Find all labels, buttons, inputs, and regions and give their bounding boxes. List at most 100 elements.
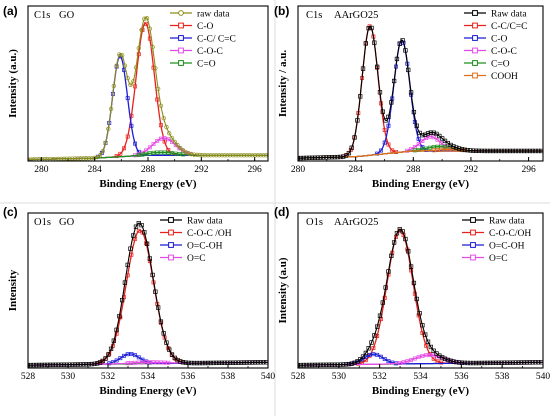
legend-label: Raw data [187,216,223,226]
legend-swatch-marker [472,10,478,16]
raw-data-point [465,148,470,153]
raw-data-point [142,16,147,21]
raw-data-point [250,153,255,158]
raw-data-point [406,249,411,254]
data-point [382,128,387,132]
legend-swatch-marker [470,229,476,236]
raw-data-point [81,156,86,161]
raw-data-point [479,148,484,154]
legend-label: COOH [491,72,518,82]
raw-data-point [507,360,513,365]
data-point [412,356,417,361]
raw-data-point [507,148,513,154]
raw-data-point [236,360,241,365]
raw-data-point [72,156,78,161]
raw-data-point [360,66,366,71]
raw-data-point [219,153,224,158]
raw-data-point [186,151,191,156]
raw-data-point [386,114,391,120]
legend-swatch-marker [178,22,184,29]
raw-data-point [175,143,180,148]
raw-data-point [189,151,194,157]
raw-data-point [100,358,105,364]
legend-label: O=C-OH [489,241,525,251]
legend: Raw data C-O-C/OH O=C-OH O=C [462,216,531,264]
legend-swatch-marker [168,242,174,248]
chart-panel-a: (a) C1s GO 280 284 288 292 296 Binding Energy (e… [3,4,269,190]
data-point [158,123,163,128]
raw-data-point [156,86,161,92]
data-point [151,360,156,365]
raw-data-point [114,63,119,68]
raw-data-point [169,352,175,357]
raw-data-point [247,360,252,365]
raw-data-point [34,362,39,368]
x-tick-label: 536 [454,372,469,382]
raw-data-point [423,132,428,137]
raw-data-point [255,153,260,158]
raw-data-point [255,360,260,365]
raw-data-point [442,356,448,361]
x-tick-label: 538 [495,372,510,382]
raw-data-point [108,106,114,112]
raw-data-point [178,359,183,364]
raw-data-point [431,130,436,135]
raw-data-point [161,116,166,121]
raw-data-point [307,362,312,368]
x-tick-label: 288 [406,165,421,175]
data-point [118,356,123,361]
panel-header-core-level: C1s [306,10,322,21]
data-point [144,151,149,156]
raw-data-point [197,152,202,158]
raw-data-point [516,148,521,154]
x-tick-label: 280 [291,165,306,175]
raw-data-point [211,153,216,158]
raw-data-point [391,78,397,84]
raw-data-point [114,327,119,332]
raw-data-point [363,41,368,46]
data-point [155,138,160,143]
data-point [133,353,138,358]
raw-data-point [106,126,111,132]
raw-data-point [315,362,320,368]
panel-label: (c) [3,205,18,219]
data-point [147,145,152,150]
raw-data-point [335,154,340,160]
series-line-2 [28,55,268,161]
curves [28,16,268,161]
raw-data-point [75,156,80,161]
raw-data-point [208,360,213,366]
data-point [125,361,130,366]
raw-data-point [420,323,425,328]
raw-data-point [321,362,326,367]
raw-data-point [244,360,249,365]
raw-data-point [527,360,532,365]
raw-data-point [352,360,357,365]
x-tick-label: 532 [373,372,388,382]
data-point [114,154,119,159]
raw-data-point [355,118,360,123]
raw-data-point [53,362,58,367]
raw-data-point [479,360,484,366]
data-point [118,151,123,156]
x-tick-label: 540 [261,372,276,382]
legend-swatch-marker [472,22,478,29]
data-point [427,353,432,357]
raw-data-point [183,360,188,365]
raw-data-point [363,350,368,356]
raw-data-point [239,153,244,158]
data-point [144,360,149,365]
raw-data-point [332,155,337,160]
raw-data-point [117,314,122,319]
raw-data-point [197,360,202,366]
data-point [439,141,444,145]
data-point [155,97,160,102]
legend-label: C-O-C [197,47,223,57]
raw-data-point [239,360,244,365]
series-markers-2 [375,40,429,156]
raw-data-point [250,360,255,365]
raw-data-point [445,357,450,363]
raw-data-point [408,90,414,95]
raw-data-point [358,357,363,362]
data-point [136,153,141,157]
